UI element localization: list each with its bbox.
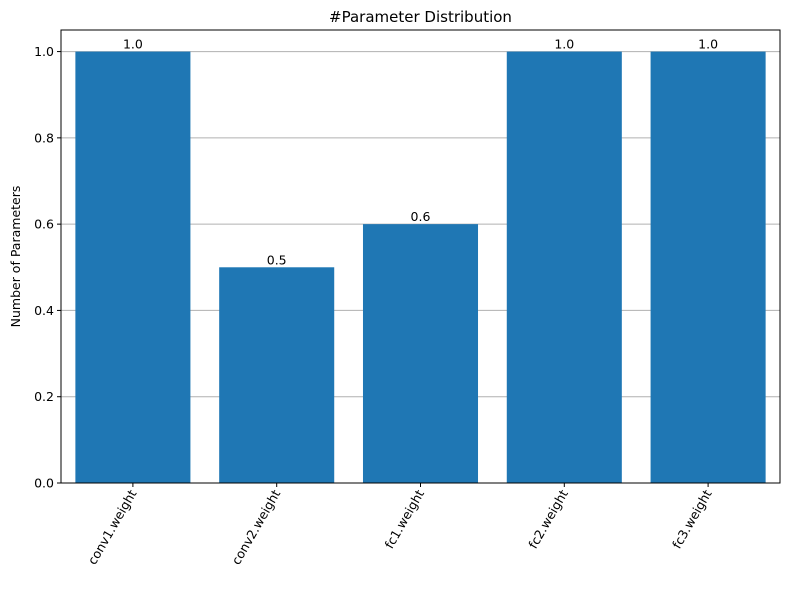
chart-title: #Parameter Distribution xyxy=(329,8,512,26)
y-tick-label: 0.6 xyxy=(34,217,54,232)
bar xyxy=(362,224,479,483)
bar-value-label: 0.6 xyxy=(411,209,431,224)
bar xyxy=(650,51,766,483)
data-labels: 1.0 0.5 0.6 1.0 1.0 xyxy=(123,37,718,268)
bar-value-label: 0.5 xyxy=(267,252,287,267)
bar-value-label: 1.0 xyxy=(554,37,574,52)
bar xyxy=(75,51,191,483)
bar-value-label: 1.0 xyxy=(123,37,143,52)
y-tick-label: 0.4 xyxy=(34,303,54,318)
y-tick-label: 0.2 xyxy=(34,389,54,404)
bar xyxy=(219,267,335,483)
y-axis-label: Number of Parameters xyxy=(8,186,23,328)
y-tick-label: 0.8 xyxy=(34,130,54,145)
y-axis-ticks: 0.0 0.2 0.4 0.6 0.8 1.0 xyxy=(34,44,61,491)
bars xyxy=(75,51,766,483)
bar xyxy=(506,51,622,483)
y-tick-label: 0.0 xyxy=(34,476,54,491)
y-tick-label: 1.0 xyxy=(34,44,54,59)
bar-value-label: 1.0 xyxy=(698,37,718,52)
